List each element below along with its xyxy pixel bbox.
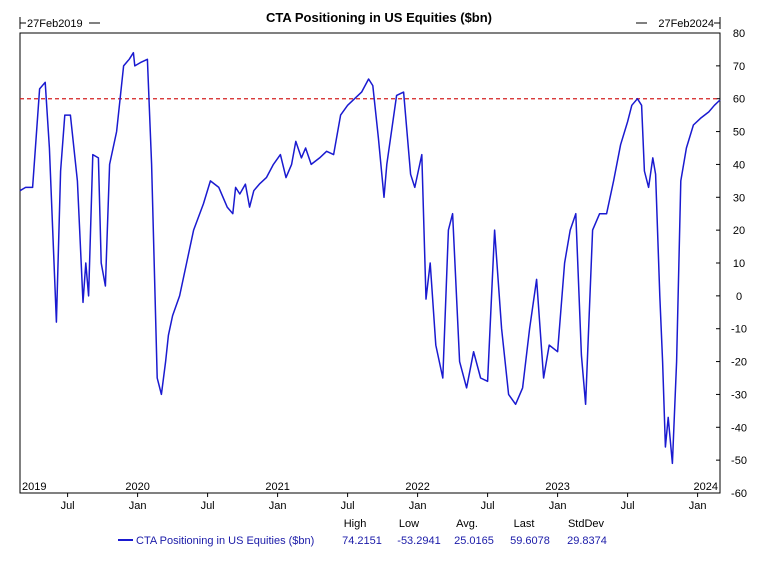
- y-tick-label: 0: [736, 291, 742, 303]
- month-label: Jan: [549, 500, 567, 512]
- year-label: 2019: [22, 481, 46, 493]
- end-date-marker: 27Feb2024: [636, 17, 721, 30]
- stat-header-low: Low: [399, 518, 419, 530]
- stat-header-high: High: [344, 518, 367, 530]
- stat-header-avg: Avg.: [456, 518, 478, 530]
- stat-header-last: Last: [514, 518, 535, 530]
- y-tick-label: -50: [731, 455, 747, 467]
- y-tick-label: 10: [733, 258, 745, 270]
- month-label: Jul: [621, 500, 635, 512]
- start-date-marker: 27Feb2019: [19, 17, 100, 30]
- year-label: 2023: [545, 481, 569, 493]
- stat-value-stddev: 29.8374: [567, 535, 607, 547]
- series-line: [19, 51, 721, 465]
- stats-table: High Low Avg. Last StdDev: [344, 518, 605, 530]
- y-tick-label: 30: [733, 192, 745, 204]
- month-label: Jan: [689, 500, 707, 512]
- y-tick-label: -10: [731, 324, 747, 336]
- y-tick-label: 70: [733, 61, 745, 73]
- y-tick-label: -30: [731, 389, 747, 401]
- month-label: Jul: [61, 500, 75, 512]
- y-tick-label: -40: [731, 422, 747, 434]
- end-date-label: 27Feb2024: [658, 18, 714, 30]
- y-tick-label: -20: [731, 357, 747, 369]
- year-label: 2020: [125, 481, 149, 493]
- stat-value-low: -53.2941: [397, 535, 440, 547]
- month-label: Jul: [341, 500, 355, 512]
- month-label: Jan: [129, 500, 147, 512]
- start-date-label: 27Feb2019: [27, 18, 83, 30]
- month-label: Jul: [201, 500, 215, 512]
- stat-value-last: 59.6078: [510, 535, 550, 547]
- stat-value-avg: 25.0165: [454, 535, 494, 547]
- year-label: 2022: [405, 481, 429, 493]
- month-label: Jan: [269, 500, 287, 512]
- y-tick-label: 80: [733, 28, 745, 40]
- legend-label: CTA Positioning in US Equities ($bn): [136, 535, 314, 547]
- stat-value-high: 74.2151: [342, 535, 382, 547]
- y-tick-label: 60: [733, 94, 745, 106]
- year-label: 2021: [265, 481, 289, 493]
- y-tick-label: 40: [733, 159, 745, 171]
- y-tick-label: 50: [733, 127, 745, 139]
- month-label: Jan: [409, 500, 427, 512]
- month-label: Jul: [481, 500, 495, 512]
- y-tick-label: -60: [731, 488, 747, 500]
- x-axis: 2019 2020 2021 2022 2023 2024 Jul Jan Jul Jan Jul J…: [22, 481, 718, 512]
- year-label: 2024: [694, 481, 718, 493]
- y-tick-label: 20: [733, 225, 745, 237]
- stat-header-stddev: StdDev: [568, 518, 605, 530]
- y-axis: 80 70 60 50 40 30 20 10 0 -10 -20 -30 -40 -50 -60: [716, 28, 747, 500]
- legend: CTA Positioning in US Equities ($bn) 74.…: [118, 535, 607, 547]
- chart-title: CTA Positioning in US Equities ($bn): [266, 10, 492, 25]
